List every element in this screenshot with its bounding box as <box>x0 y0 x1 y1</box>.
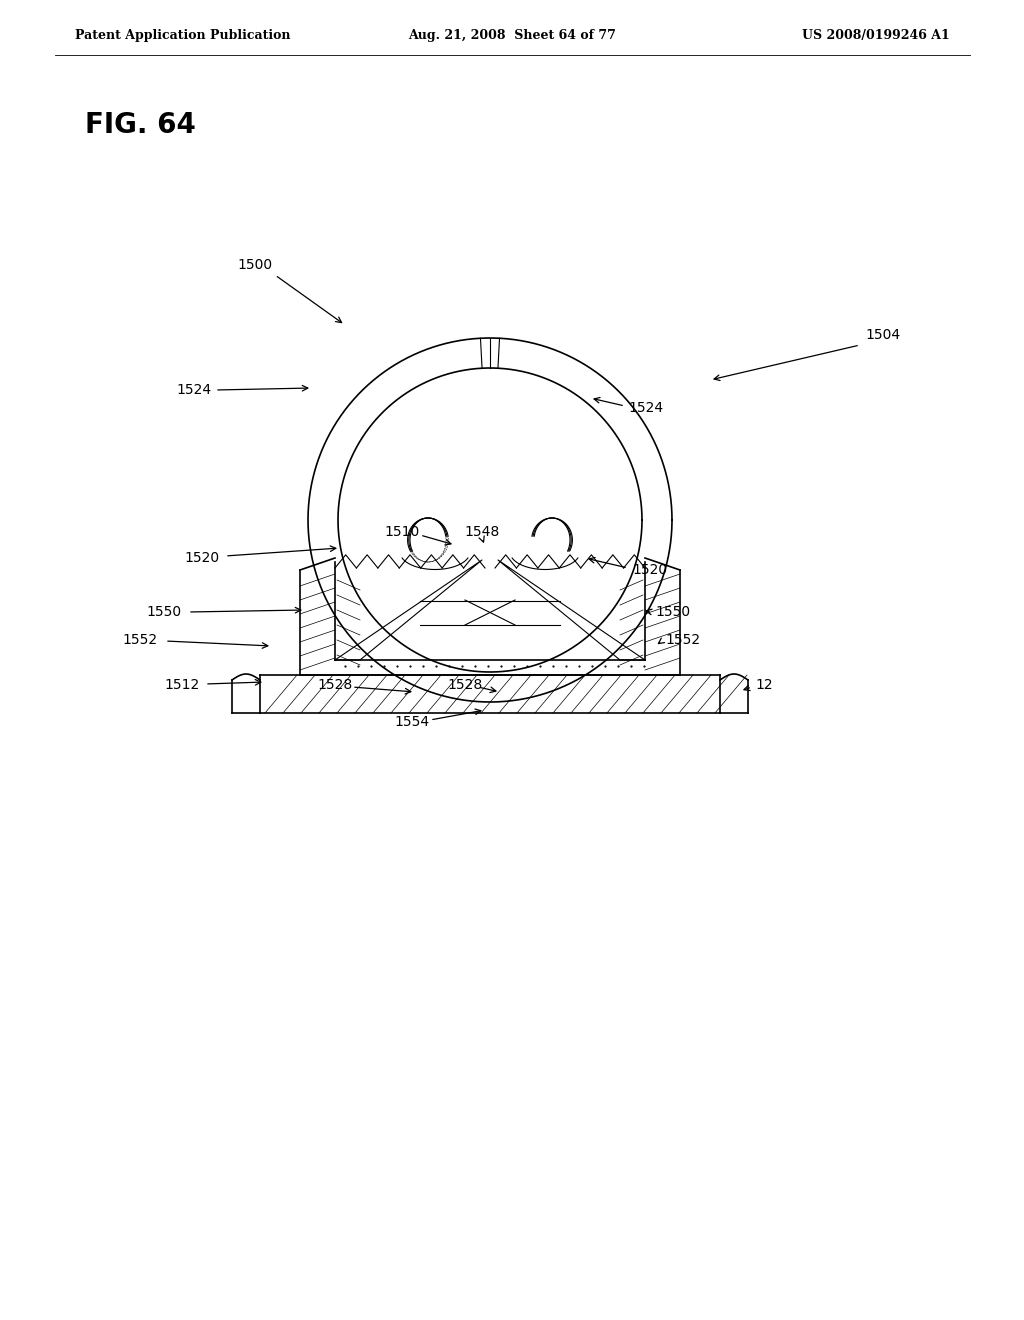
Text: US 2008/0199246 A1: US 2008/0199246 A1 <box>802 29 950 41</box>
Text: 1512: 1512 <box>165 678 200 692</box>
Text: 1504: 1504 <box>865 327 900 342</box>
Text: 1500: 1500 <box>238 257 272 272</box>
Text: FIG. 64: FIG. 64 <box>85 111 196 139</box>
Text: 1552: 1552 <box>123 634 158 647</box>
Text: 1550: 1550 <box>146 605 182 619</box>
Text: 1528: 1528 <box>447 678 482 692</box>
Text: 1524: 1524 <box>628 401 664 414</box>
Text: 1548: 1548 <box>464 525 500 539</box>
Text: 1524: 1524 <box>177 383 212 397</box>
Text: Aug. 21, 2008  Sheet 64 of 77: Aug. 21, 2008 Sheet 64 of 77 <box>408 29 616 41</box>
Text: 1528: 1528 <box>317 678 352 692</box>
Text: 1552: 1552 <box>665 634 700 647</box>
Text: 1554: 1554 <box>394 715 429 729</box>
Text: 1510: 1510 <box>384 525 420 539</box>
Text: 1520: 1520 <box>632 564 667 577</box>
Text: 1520: 1520 <box>185 550 220 565</box>
Text: Patent Application Publication: Patent Application Publication <box>75 29 291 41</box>
Text: 1550: 1550 <box>655 605 690 619</box>
Text: 12: 12 <box>755 678 773 692</box>
